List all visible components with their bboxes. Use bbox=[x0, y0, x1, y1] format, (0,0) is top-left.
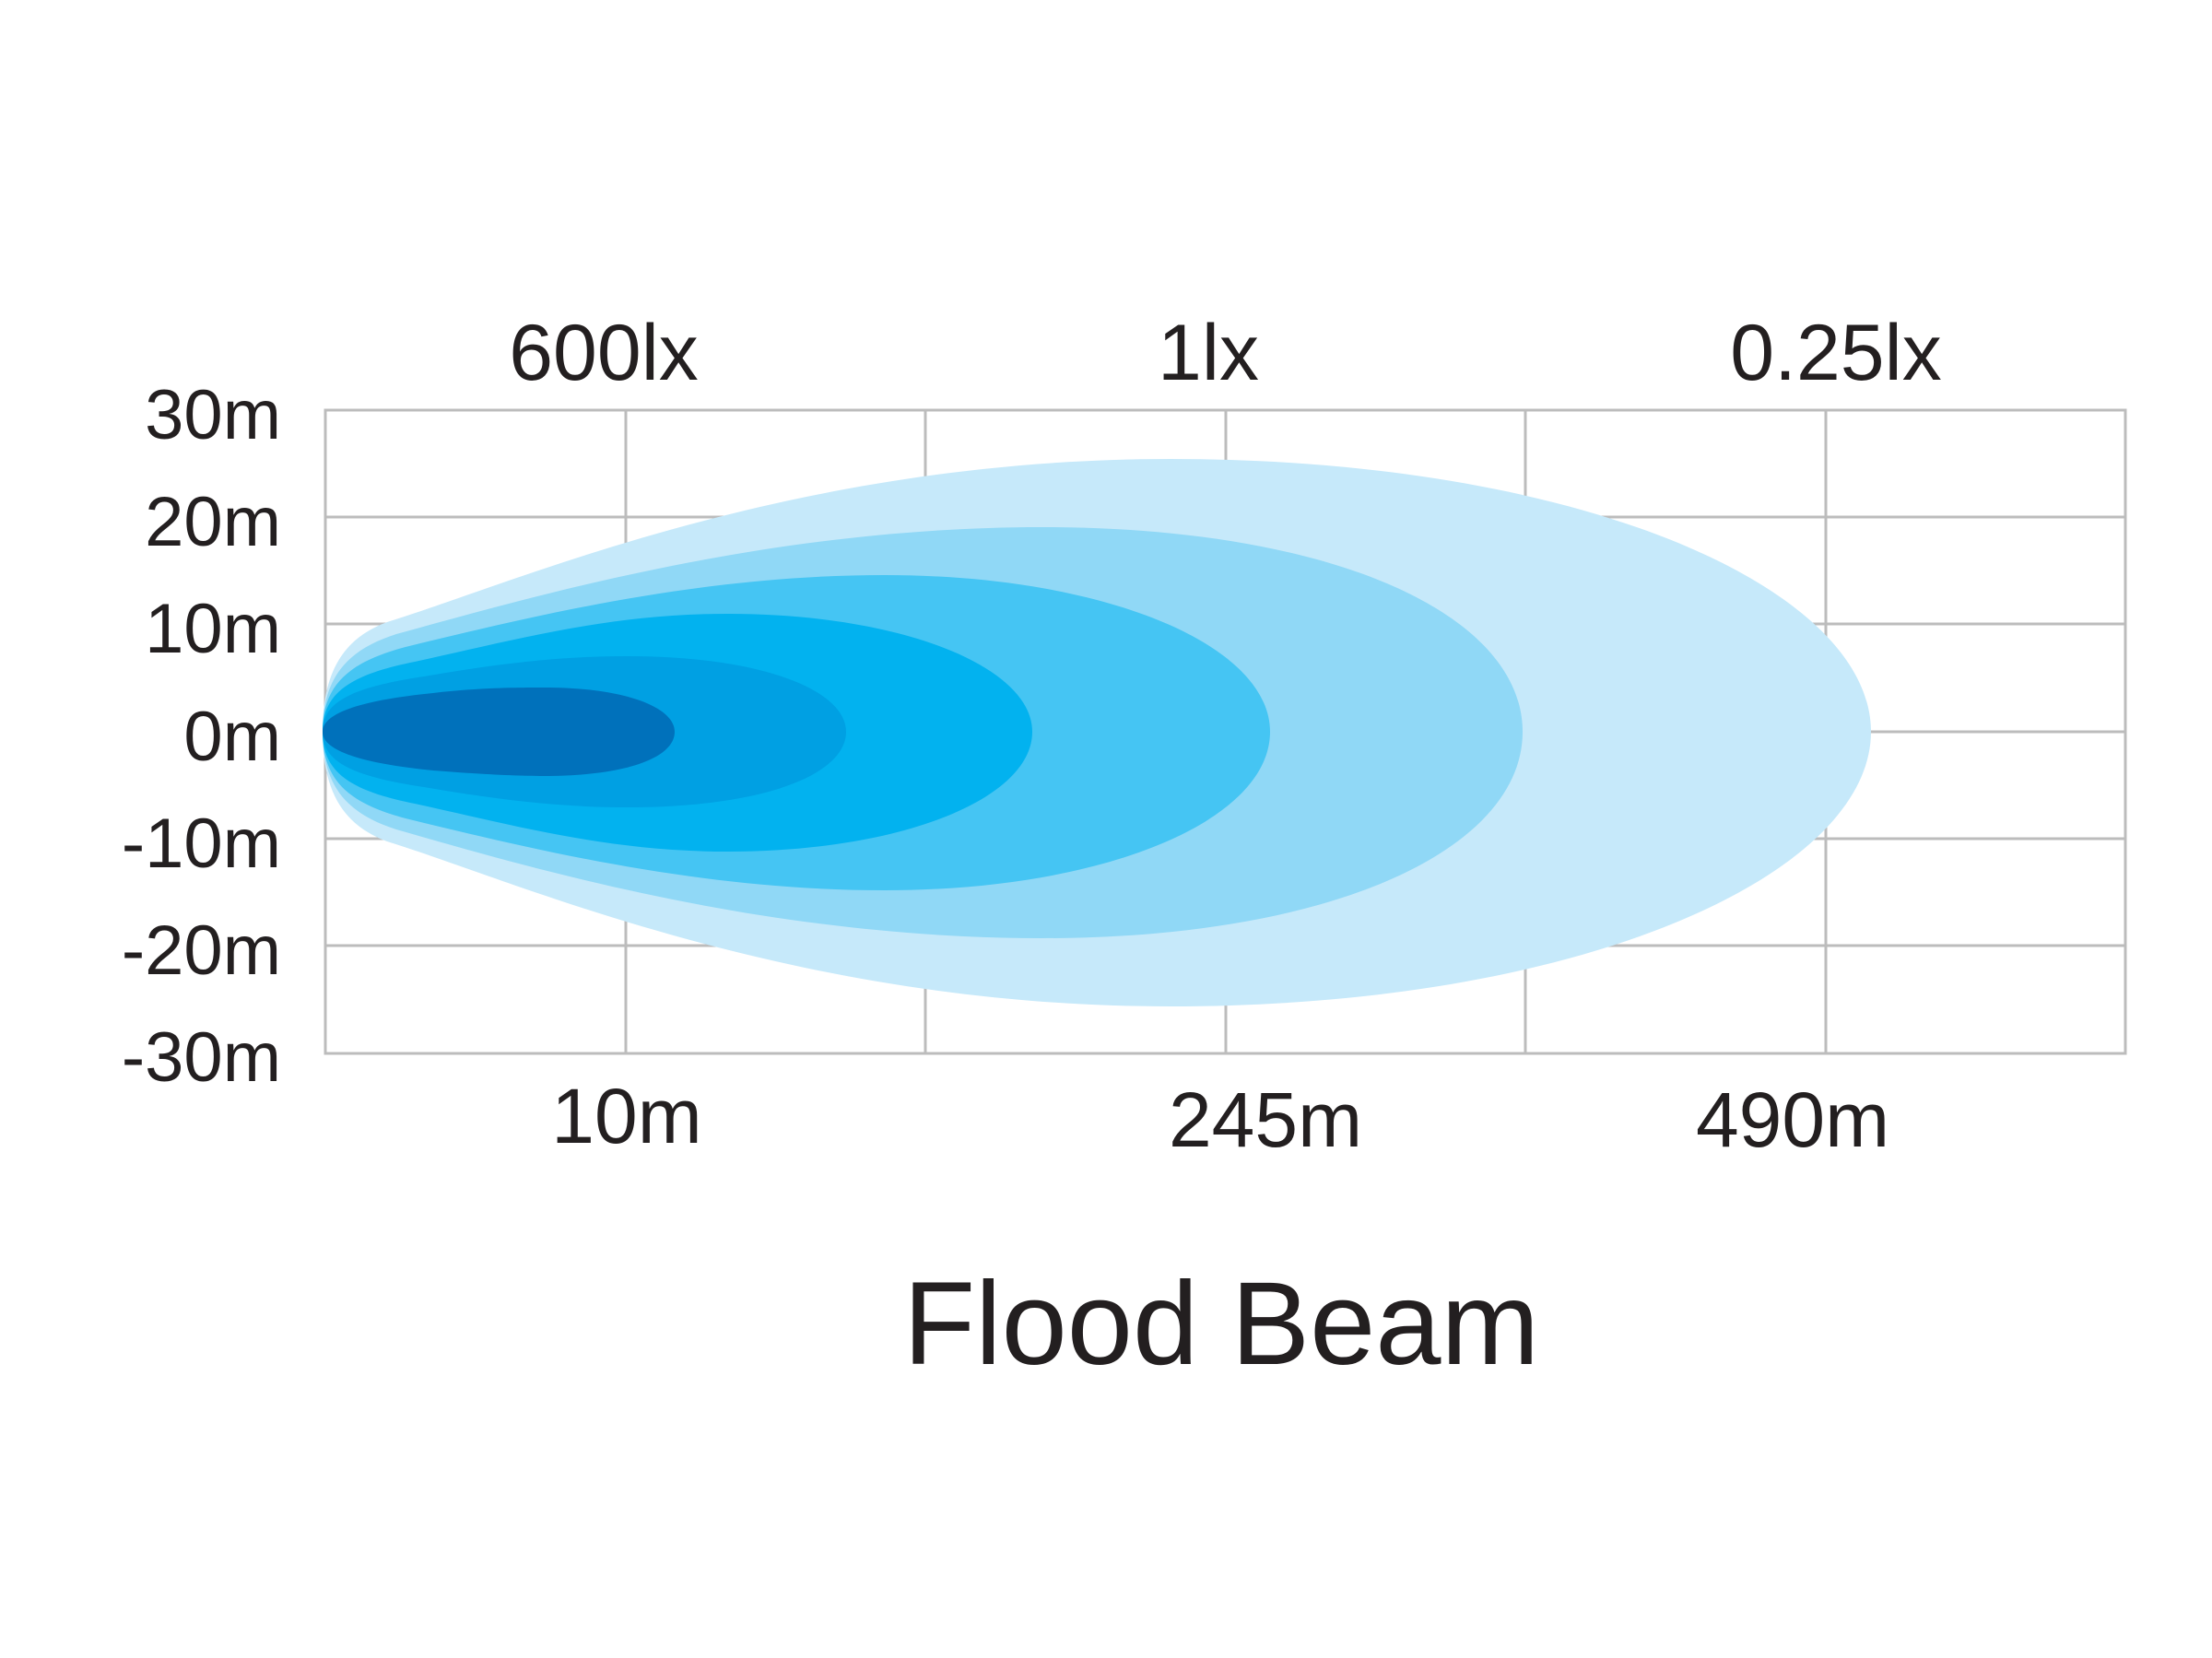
beam-lobes bbox=[323, 459, 1871, 1006]
beam-lobe-hotspot bbox=[323, 688, 675, 776]
y-axis-label: -20m bbox=[122, 911, 281, 990]
lux-labels: 600lx 1lx 0.25lx bbox=[509, 309, 1942, 397]
lux-label: 600lx bbox=[509, 309, 699, 397]
y-axis-label: 0m bbox=[183, 698, 281, 776]
diagram-title: Flood Beam bbox=[903, 1258, 1539, 1390]
y-axis-label: 10m bbox=[145, 590, 281, 668]
distance-labels: 10m 245m 490m bbox=[551, 1073, 1889, 1163]
y-axis-label: -30m bbox=[122, 1018, 281, 1097]
y-axis-label: -10m bbox=[122, 805, 281, 883]
distance-label: 10m bbox=[551, 1073, 701, 1159]
y-axis-label: 20m bbox=[145, 483, 281, 561]
lux-label: 1lx bbox=[1158, 309, 1259, 397]
distance-label: 245m bbox=[1169, 1076, 1362, 1163]
distance-label: 490m bbox=[1696, 1076, 1889, 1163]
y-axis-label: 30m bbox=[145, 376, 281, 454]
lux-label: 0.25lx bbox=[1730, 309, 1942, 397]
y-axis-labels: 30m 20m 10m 0m -10m -20m -30m bbox=[122, 376, 281, 1097]
